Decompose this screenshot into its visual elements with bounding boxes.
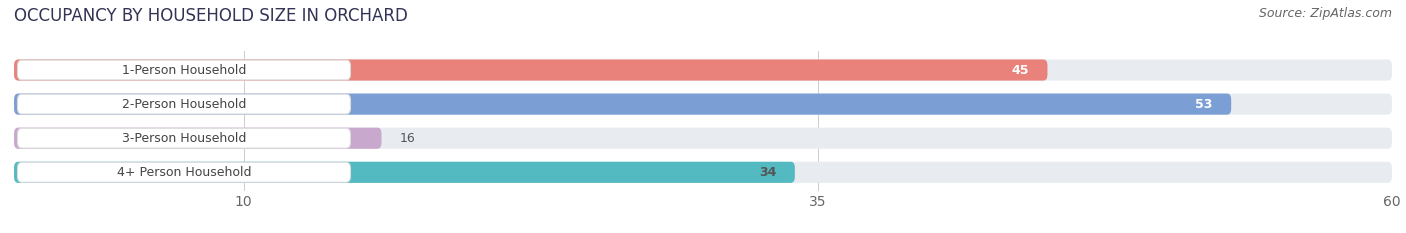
- Text: 4+ Person Household: 4+ Person Household: [117, 166, 252, 179]
- Text: 3-Person Household: 3-Person Household: [122, 132, 246, 145]
- Text: 1-Person Household: 1-Person Household: [122, 64, 246, 76]
- FancyBboxPatch shape: [17, 94, 350, 114]
- Text: 53: 53: [1195, 98, 1213, 111]
- Text: 45: 45: [1011, 64, 1029, 76]
- Text: 16: 16: [399, 132, 416, 145]
- FancyBboxPatch shape: [14, 59, 1392, 81]
- FancyBboxPatch shape: [17, 162, 350, 182]
- Text: 2-Person Household: 2-Person Household: [122, 98, 246, 111]
- Text: Source: ZipAtlas.com: Source: ZipAtlas.com: [1258, 7, 1392, 20]
- FancyBboxPatch shape: [17, 128, 350, 148]
- Text: 34: 34: [759, 166, 776, 179]
- FancyBboxPatch shape: [14, 128, 381, 149]
- FancyBboxPatch shape: [14, 59, 1047, 81]
- FancyBboxPatch shape: [14, 93, 1392, 115]
- FancyBboxPatch shape: [14, 128, 1392, 149]
- FancyBboxPatch shape: [14, 162, 1392, 183]
- FancyBboxPatch shape: [14, 162, 794, 183]
- FancyBboxPatch shape: [14, 93, 1232, 115]
- Text: OCCUPANCY BY HOUSEHOLD SIZE IN ORCHARD: OCCUPANCY BY HOUSEHOLD SIZE IN ORCHARD: [14, 7, 408, 25]
- FancyBboxPatch shape: [17, 60, 350, 80]
